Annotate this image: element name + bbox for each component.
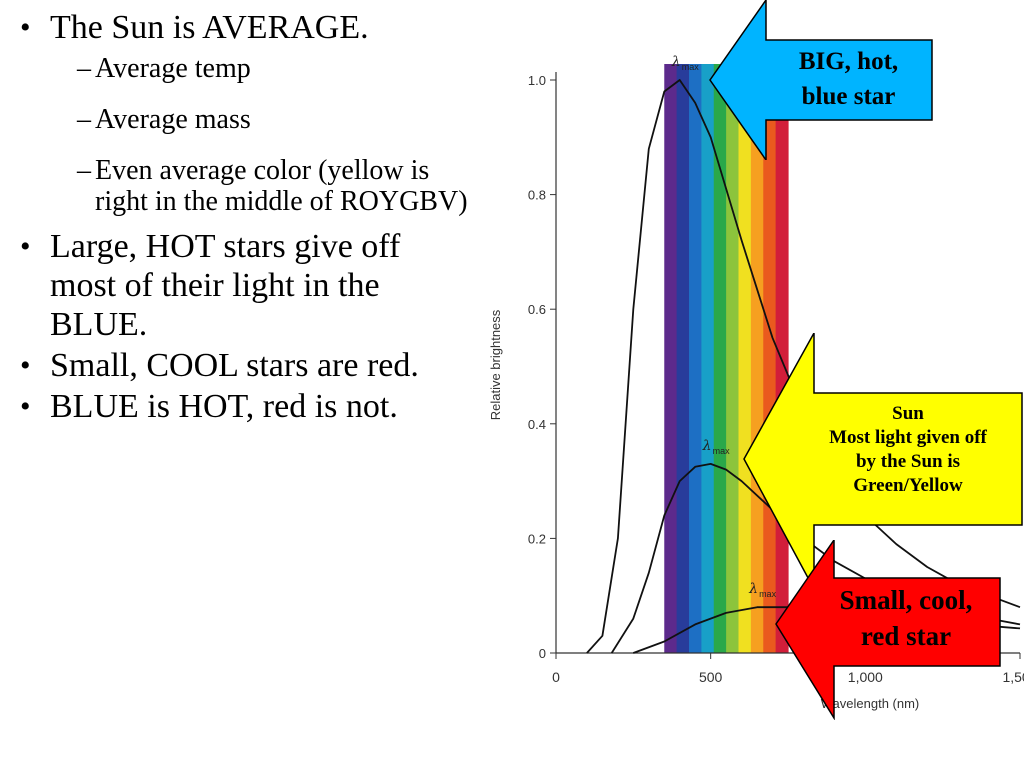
spectrum-stripe: [738, 64, 752, 653]
bullet-item: • Small, COOL stars are red.: [18, 346, 468, 385]
curve-1: [586, 79, 1021, 654]
x-tick-label: 1,000: [848, 669, 883, 685]
sub-bullet-item: – Average mass: [50, 104, 468, 135]
sub-bullet-dash: –: [77, 104, 91, 135]
spectrum-stripe: [750, 64, 764, 653]
bullet-list: • The Sun is AVERAGE. – Average temp – Averag…: [18, 8, 468, 428]
callout-line: blue star: [801, 83, 896, 110]
y-tick-label: 1.0: [528, 73, 546, 88]
x-tick-label: 0: [552, 669, 560, 685]
lambda-max-label: λ: [671, 54, 681, 70]
red-star-callout: [775, 540, 1001, 720]
callout-line: Sun: [892, 403, 924, 424]
callout-line: Green/Yellow: [853, 475, 963, 496]
axis-labels: Wavelength (nm) Relative brightness: [488, 309, 919, 711]
blue-star-callout-text: BIG, hot, blue star: [766, 44, 931, 114]
bullet-text: The Sun is AVERAGE.: [50, 9, 369, 46]
lambda-max-subscript: max: [759, 589, 777, 599]
lambda-max-subscript: max: [682, 62, 700, 72]
sub-bullet-text: Even average color (yellow is right in t…: [95, 155, 468, 217]
bullet-text: Large, HOT stars give off most of their …: [50, 228, 401, 343]
bullet-dot: •: [20, 349, 31, 382]
spectrum-stripe: [701, 64, 715, 653]
callout-line: red star: [860, 621, 952, 651]
sun-callout-text: Sun Most light given off by the Sun is Gree…: [792, 402, 1024, 498]
sub-bullet-list: – Average temp – Average mass – Even average …: [50, 53, 468, 217]
blue-star-callout: [709, 0, 933, 160]
y-tick-label: 0: [539, 646, 546, 661]
spectrum-stripe: [676, 64, 690, 653]
y-tick-label: 0.8: [528, 188, 546, 203]
x-axis-label: Wavelength (nm): [821, 696, 920, 711]
bullet-text: BLUE is HOT, red is not.: [50, 388, 398, 425]
sub-bullet-item: – Average temp: [50, 53, 468, 84]
x-tick-label: 1,500: [1002, 669, 1024, 685]
y-tick-label: 0.4: [528, 417, 546, 432]
sub-bullet-item: – Even average color (yellow is right in …: [50, 155, 468, 217]
spectrum-stripe: [664, 64, 678, 653]
bullet-item: • The Sun is AVERAGE. – Average temp – Averag…: [18, 8, 468, 217]
axes: 0 0.2 0.4 0.6 0.8 1.0 0 500 1,000 1,500: [528, 72, 1024, 685]
y-tick-label: 0.2: [528, 531, 546, 546]
bullet-item: • BLUE is HOT, red is not.: [18, 387, 468, 426]
x-tick-label: 500: [699, 669, 723, 685]
sub-bullet-text: Average mass: [95, 104, 251, 135]
sun-callout: [743, 333, 1023, 590]
bullet-text: Small, COOL stars are red.: [50, 347, 419, 384]
spectrum-stripe: [689, 64, 702, 653]
y-tick-label: 0.6: [528, 302, 546, 317]
bullet-dot: •: [20, 390, 31, 423]
bullet-item: • Large, HOT stars give off most of their…: [18, 227, 468, 344]
callout-line: Most light given off: [829, 427, 987, 448]
spectrum-stripe: [713, 64, 727, 653]
sub-bullet-dash: –: [77, 155, 91, 186]
spectrum-stripe: [726, 64, 740, 653]
red-star-callout-text: Small, cool, red star: [810, 582, 1002, 654]
callout-line: BIG, hot,: [798, 48, 899, 75]
callout-line: Small, cool,: [839, 585, 973, 615]
lambda-max-label: λ: [702, 438, 712, 454]
sub-bullet-text: Average temp: [95, 53, 251, 84]
callout-line: by the Sun is: [855, 451, 961, 472]
lambda-max-subscript: max: [713, 446, 731, 456]
sub-bullet-dash: –: [77, 53, 91, 84]
bullet-dot: •: [20, 11, 31, 44]
lambda-max-label: λ: [748, 581, 758, 597]
bullet-dot: •: [20, 230, 31, 263]
y-axis-label: Relative brightness: [488, 309, 503, 420]
